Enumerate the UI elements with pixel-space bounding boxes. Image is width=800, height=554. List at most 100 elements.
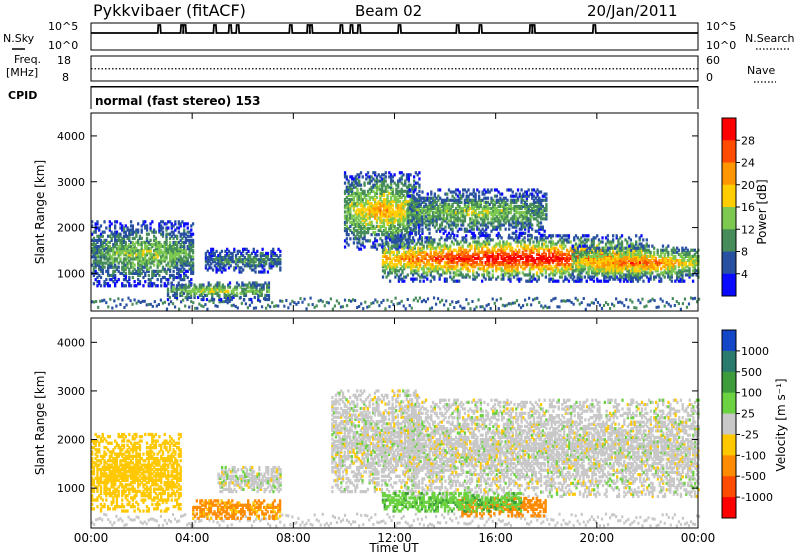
heatmap-cell — [541, 265, 544, 269]
heatmap-cell — [481, 305, 484, 309]
heatmap-cell — [212, 301, 215, 305]
heatmap-cell — [158, 222, 161, 226]
heatmap-cell — [381, 187, 384, 191]
heatmap-cell — [393, 200, 396, 204]
heatmap-cell — [502, 261, 505, 265]
heatmap-cell — [389, 185, 393, 189]
heatmap-cell — [94, 253, 97, 257]
heatmap-cell — [460, 209, 463, 213]
heatmap-cell — [343, 189, 347, 193]
heatmap-cell — [491, 252, 494, 256]
heatmap-cell — [629, 298, 632, 302]
heatmap-cell — [631, 252, 634, 256]
heatmap-cell — [414, 204, 417, 209]
heatmap-cell — [177, 283, 180, 287]
heatmap-cell — [504, 244, 507, 248]
heatmap-cell — [390, 240, 394, 244]
heatmap-cell — [438, 246, 441, 250]
heatmap-cell — [434, 252, 438, 256]
heatmap-cell — [137, 238, 140, 242]
heatmap-cell — [258, 289, 262, 293]
heatmap-cell — [449, 258, 452, 263]
heatmap-cell — [393, 218, 396, 222]
heatmap-cell — [165, 222, 168, 226]
heatmap-cell — [414, 209, 417, 213]
heatmap-cell — [374, 208, 377, 212]
heatmap-cell — [349, 175, 352, 179]
heatmap-cell — [241, 289, 244, 293]
heatmap-cell — [163, 275, 166, 280]
heatmap-cell — [208, 299, 211, 303]
heatmap-cell — [403, 275, 406, 279]
heatmap-cell — [191, 255, 195, 259]
heatmap-cell — [131, 271, 135, 275]
heatmap-cell — [165, 228, 168, 232]
heatmap-cell — [98, 251, 101, 255]
heatmap-cell — [190, 277, 193, 282]
heatmap-cell — [159, 298, 162, 302]
heatmap-cell — [215, 266, 218, 270]
heatmap-cell — [450, 250, 454, 254]
heatmap-cell — [170, 249, 173, 253]
heatmap-cell — [536, 296, 539, 300]
heatmap-cell — [106, 253, 110, 257]
heatmap-cell — [479, 229, 483, 233]
heatmap-cell — [486, 248, 489, 252]
heatmap-cell — [103, 261, 106, 265]
heatmap-cell — [145, 261, 149, 265]
heatmap-cell — [229, 251, 232, 256]
heatmap-cell — [484, 244, 487, 248]
heatmap-cell — [240, 253, 243, 258]
heatmap-cell — [516, 267, 519, 271]
heatmap-cell — [643, 252, 647, 256]
heatmap-cell — [431, 200, 435, 204]
heatmap-cell — [404, 202, 407, 206]
heatmap-cell — [347, 187, 350, 191]
heatmap-cell — [231, 253, 234, 258]
heatmap-cell — [161, 259, 165, 263]
heatmap-cell — [411, 250, 415, 254]
heatmap-cell — [431, 269, 434, 273]
heatmap-cell — [608, 254, 611, 259]
heatmap-cell — [183, 255, 186, 259]
heatmap-cell — [122, 240, 126, 245]
heatmap-cell — [99, 249, 103, 253]
heatmap-cell — [135, 232, 138, 236]
heatmap-cell — [592, 301, 595, 305]
heatmap-cell — [114, 242, 117, 247]
heatmap-cell — [398, 177, 402, 181]
heatmap-cell — [518, 271, 521, 275]
heatmap-cell — [408, 219, 412, 223]
heatmap-cell — [175, 289, 179, 293]
heatmap-cell — [365, 222, 368, 226]
heatmap-cell — [542, 265, 546, 269]
heatmap-cell — [388, 250, 392, 254]
heatmap-cell — [473, 265, 477, 269]
heatmap-cell — [352, 191, 356, 196]
heatmap-cell — [507, 263, 510, 267]
heatmap-cell — [397, 191, 400, 196]
heatmap-cell — [138, 282, 142, 286]
heatmap-cell — [352, 298, 355, 302]
heatmap-cell — [377, 208, 380, 212]
heatmap-cell — [110, 263, 113, 267]
heatmap-cell — [477, 267, 480, 271]
heatmap-cell — [96, 222, 99, 226]
heatmap-cell — [191, 257, 195, 261]
heatmap-cell — [181, 265, 184, 269]
heatmap-cell — [564, 271, 567, 275]
heatmap-cell — [223, 289, 226, 293]
heatmap-cell — [400, 222, 403, 226]
heatmap-cell — [128, 236, 131, 240]
heatmap-cell — [226, 301, 229, 305]
heatmap-cell — [103, 240, 106, 245]
heatmap-cell — [474, 192, 477, 196]
heatmap-cell — [404, 218, 407, 222]
heatmap-cell — [451, 204, 454, 209]
heatmap-cell — [493, 246, 496, 250]
heatmap-cell — [447, 231, 451, 235]
heatmap-cell — [101, 267, 104, 271]
heatmap-cell — [165, 284, 168, 288]
heatmap-cell — [165, 253, 168, 257]
heatmap-cell — [390, 250, 394, 254]
